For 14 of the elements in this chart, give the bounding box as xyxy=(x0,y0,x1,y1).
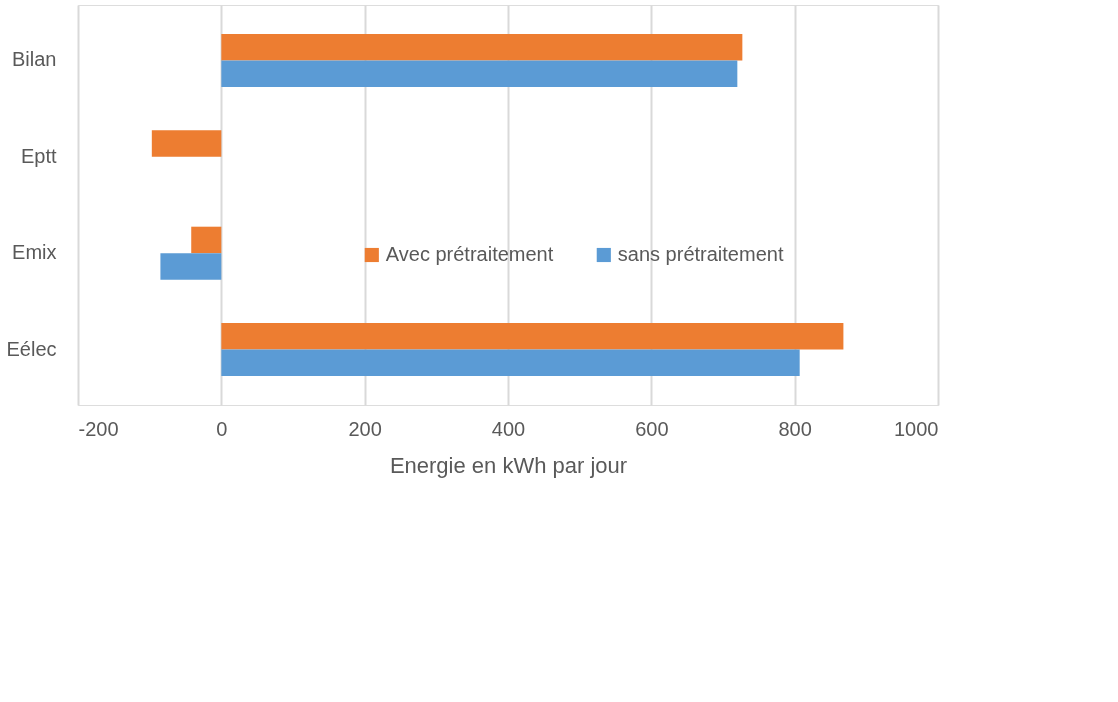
x-tick-label: -200 xyxy=(78,417,119,440)
x-tick-label: 800 xyxy=(778,417,812,440)
x-tick-label: 1000 xyxy=(894,417,939,440)
x-tick-label: 600 xyxy=(635,417,669,440)
y-tick-label: Eélec xyxy=(6,337,57,360)
x-tick-label: 400 xyxy=(491,417,526,440)
y-tick-label: Emix xyxy=(12,241,57,264)
x-tick-label: 0 xyxy=(216,417,228,440)
x-axis-title: Energie en kWh par jour xyxy=(389,452,628,478)
y-tick-label: Eptt xyxy=(20,144,57,167)
legend-label: sans prétraitement xyxy=(617,243,784,265)
x-tick-label: 200 xyxy=(348,417,382,440)
legend-label: Avec prétraitement xyxy=(385,243,554,265)
y-tick-label: Bilan xyxy=(12,48,57,71)
